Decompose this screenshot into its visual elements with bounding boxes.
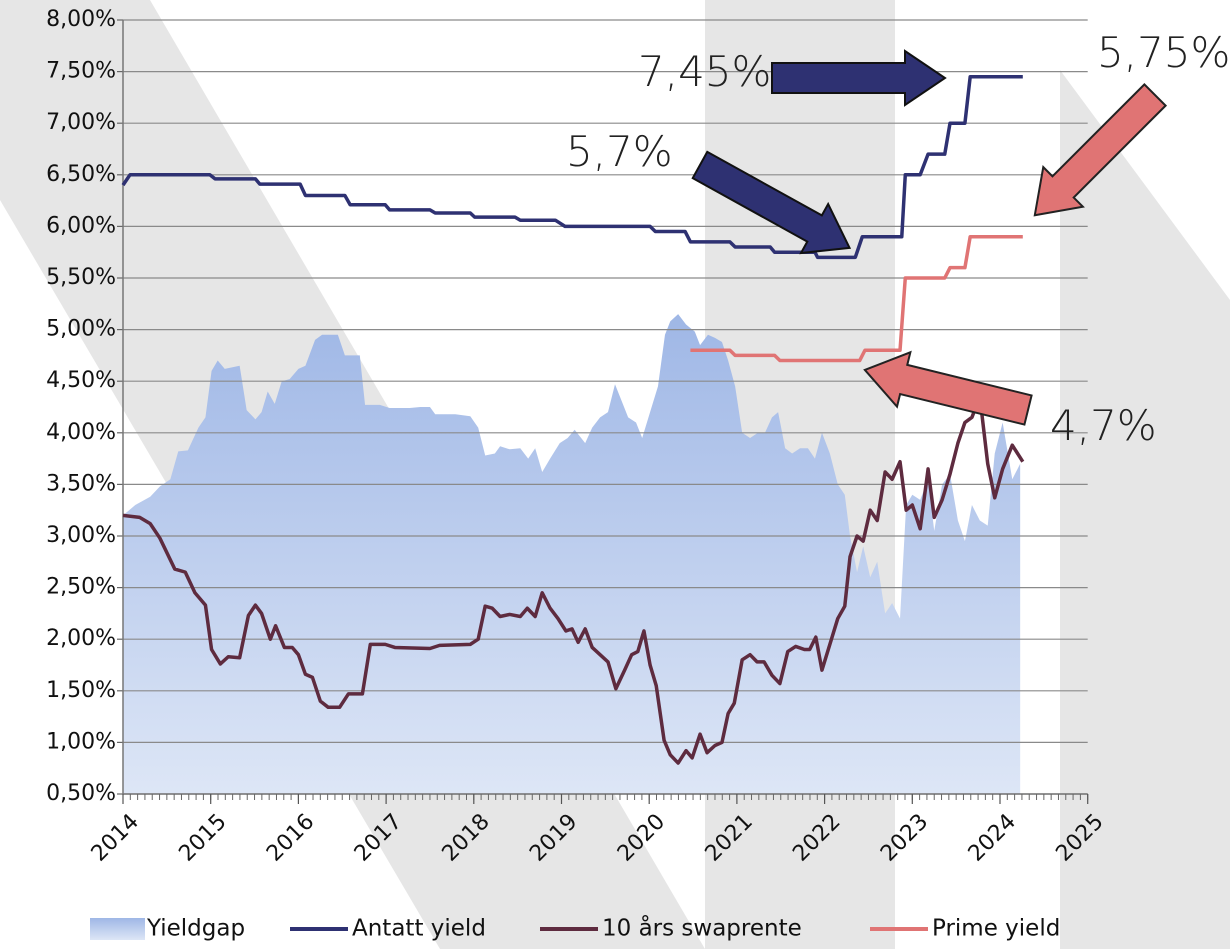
y-tick-label: 1,00% xyxy=(46,729,116,754)
legend-swatch xyxy=(90,918,145,940)
arrow xyxy=(863,350,1033,426)
x-tick-label: 2016 xyxy=(262,809,319,866)
area xyxy=(123,314,1021,794)
bg-stripe xyxy=(1060,70,1230,949)
legend-label: 10 års swaprente xyxy=(602,914,802,942)
y-tick-label: 5,00% xyxy=(46,317,116,342)
legend-label: Yieldgap xyxy=(146,916,245,942)
arrow xyxy=(771,49,947,107)
y-tick-label: 1,50% xyxy=(46,678,116,703)
legend-label: Prime yield xyxy=(932,916,1060,942)
legend: Yieldgap Antatt yield 10 års swaprente Prim… xyxy=(90,914,1060,942)
y-tick-label: 5,50% xyxy=(46,265,116,290)
line xyxy=(690,234,1023,363)
x-tick-label: 2014 xyxy=(87,809,144,866)
y-tick-label: 4,00% xyxy=(46,420,116,445)
annotation: 5,75% xyxy=(1097,28,1230,77)
y-tick-label: 4,50% xyxy=(46,368,116,393)
y-tick-label: 0,50% xyxy=(46,781,116,806)
y-tick-label: 7,00% xyxy=(46,110,116,135)
y-tick-label: 2,50% xyxy=(46,575,116,600)
plot-area: 0,50% 1,00% 1,50% 2,00% 2,50% 3,00% 3,50% 4,00%… xyxy=(46,7,1109,867)
annotation: 7,45% xyxy=(638,47,771,96)
y-tick-label: 6,50% xyxy=(46,162,116,187)
x-tick-label: 2024 xyxy=(964,809,1021,866)
y-tick-label: 3,00% xyxy=(46,523,116,548)
y-tick-label: 6,00% xyxy=(46,213,116,238)
annotations: 7,45% 5,7% 5,75% 4,7% xyxy=(566,28,1230,450)
y-tick-label: 2,00% xyxy=(46,626,116,651)
arrow xyxy=(1033,82,1168,217)
arrow xyxy=(691,150,852,255)
line xyxy=(122,394,1025,765)
x-tick-label: 2015 xyxy=(174,809,231,866)
y-tick-label: 7,50% xyxy=(46,59,116,84)
y-tick-label: 3,50% xyxy=(46,471,116,496)
legend-label: Antatt yield xyxy=(352,916,486,942)
y-tick-label: 8,00% xyxy=(46,7,116,32)
annotation: 4,7% xyxy=(1050,401,1157,450)
annotation: 5,7% xyxy=(566,127,673,176)
arrows xyxy=(691,49,1168,426)
line xyxy=(121,75,1023,260)
